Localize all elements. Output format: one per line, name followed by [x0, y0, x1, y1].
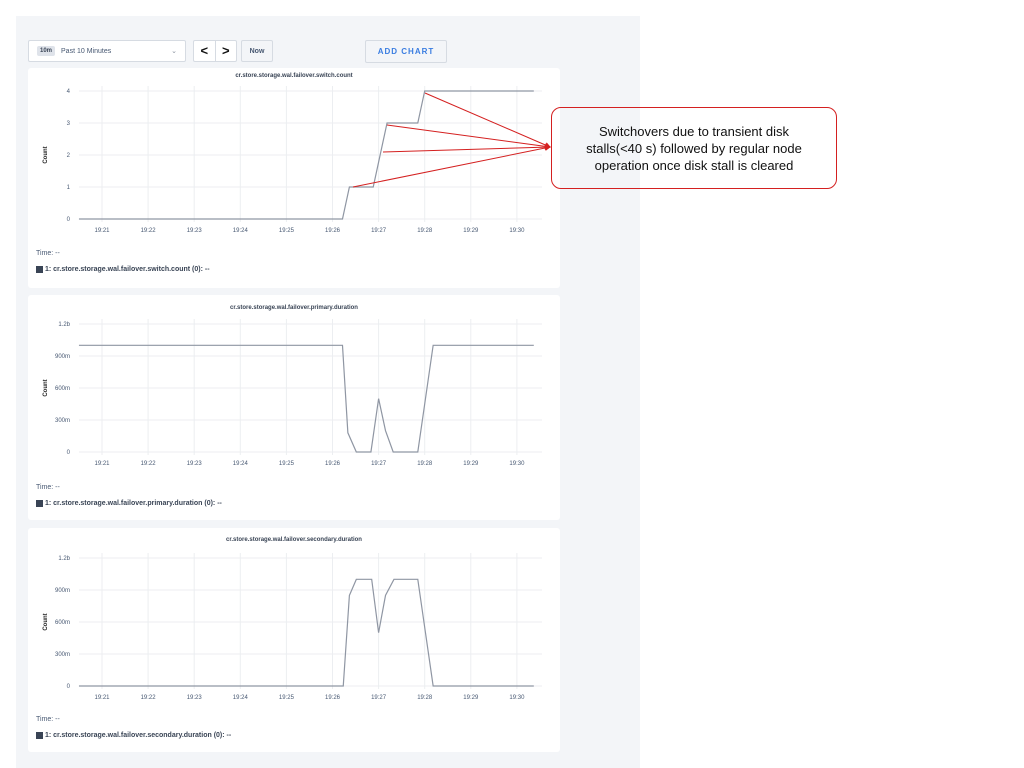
- legend-item[interactable]: 1: cr.store.storage.wal.failover.primary…: [36, 500, 222, 507]
- prev-button[interactable]: <: [200, 43, 209, 58]
- x-tick-label: 19:26: [325, 461, 341, 467]
- y-tick-label: 1: [67, 185, 71, 191]
- y-tick-label: 0: [67, 450, 71, 456]
- y-tick-label: 2: [67, 153, 71, 159]
- range-badge: 10m: [37, 46, 56, 56]
- chart-plot: 0 300m 600m 900m 1.2b 19:21 19:22 19:23 19:24 19:…: [43, 553, 542, 701]
- x-tick-label: 19:24: [233, 461, 249, 467]
- time-range-select[interactable]: 10m Past 10 Minutes ⌄: [28, 40, 186, 62]
- x-tick-label: 19:30: [509, 695, 525, 701]
- x-tick-label: 19:22: [141, 695, 157, 701]
- x-tick-label: 19:28: [417, 461, 433, 467]
- x-tick-label: 19:22: [141, 461, 157, 467]
- legend-label: 1: cr.store.storage.wal.failover.switch.…: [45, 266, 210, 273]
- x-tick-label: 19:30: [509, 228, 525, 234]
- time-label: Time: --: [36, 716, 60, 723]
- y-tick-label: 300m: [55, 418, 70, 424]
- x-tick-label: 19:23: [187, 695, 203, 701]
- chart-card-switch-count: cr.store.storage.wal.failover.switch.cou…: [28, 68, 560, 288]
- chart-title: cr.store.storage.wal.failover.secondary.…: [226, 537, 362, 543]
- x-tick-label: 19:23: [187, 228, 203, 234]
- x-tick-label: 19:28: [417, 228, 433, 234]
- x-tick-label: 19:22: [141, 228, 157, 234]
- x-tick-label: 19:28: [417, 695, 433, 701]
- chart-plot: 0 1 2 3 4 19:21 19:22 19:23 19:24 19:25 19:26 19:27…: [43, 86, 542, 234]
- x-tick-label: 19:25: [279, 228, 295, 234]
- chart-card-primary-duration: cr.store.storage.wal.failover.primary.du…: [28, 295, 560, 520]
- y-tick-label: 900m: [55, 354, 70, 360]
- series-line: [78, 344, 534, 453]
- time-label: Time: --: [36, 484, 60, 491]
- legend-item[interactable]: 1: cr.store.storage.wal.failover.seconda…: [36, 732, 231, 739]
- x-tick-label: 19:29: [463, 461, 479, 467]
- chart-plot: 0 300m 600m 900m 1.2b 19:21 19:22 19:23 19:24 19:…: [43, 319, 542, 467]
- x-tick-label: 19:29: [463, 228, 479, 234]
- legend-swatch: [36, 266, 43, 273]
- time-label: Time: --: [36, 250, 60, 257]
- legend-swatch: [36, 500, 43, 507]
- y-axis-label: Count: [43, 146, 49, 163]
- y-tick-label: 1.2b: [58, 556, 70, 562]
- x-tick-label: 19:21: [94, 461, 110, 467]
- y-tick-label: 1.2b: [58, 322, 70, 328]
- y-axis-label: Count: [43, 379, 49, 396]
- x-tick-label: 19:21: [94, 695, 110, 701]
- series-line: [78, 578, 534, 687]
- y-axis-label: Count: [43, 613, 49, 630]
- x-tick-label: 19:21: [94, 228, 110, 234]
- chart-card-secondary-duration: cr.store.storage.wal.failover.secondary.…: [28, 528, 560, 752]
- legend-label: 1: cr.store.storage.wal.failover.primary…: [45, 500, 222, 507]
- add-chart-button[interactable]: ADD CHART: [365, 40, 447, 63]
- x-tick-label: 19:27: [371, 461, 387, 467]
- x-tick-label: 19:27: [371, 228, 387, 234]
- chart-title: cr.store.storage.wal.failover.switch.cou…: [235, 73, 353, 79]
- x-tick-label: 19:26: [325, 695, 341, 701]
- next-button[interactable]: >: [214, 41, 237, 61]
- range-label: Past 10 Minutes: [61, 47, 112, 55]
- y-tick-label: 600m: [55, 620, 70, 626]
- now-button[interactable]: Now: [241, 40, 273, 62]
- x-tick-label: 19:30: [509, 461, 525, 467]
- y-tick-label: 0: [67, 684, 71, 690]
- x-tick-label: 19:27: [371, 695, 387, 701]
- annotation-callout: Switchovers due to transient disk stalls…: [551, 107, 837, 189]
- x-tick-label: 19:23: [187, 461, 203, 467]
- x-tick-label: 19:25: [279, 695, 295, 701]
- x-tick-label: 19:24: [233, 695, 249, 701]
- x-tick-label: 19:25: [279, 461, 295, 467]
- legend-label: 1: cr.store.storage.wal.failover.seconda…: [45, 732, 232, 739]
- x-tick-label: 19:24: [233, 228, 249, 234]
- y-tick-label: 0: [67, 217, 71, 223]
- legend-swatch: [36, 732, 43, 739]
- time-nav: < >: [193, 40, 237, 62]
- legend-item[interactable]: 1: cr.store.storage.wal.failover.switch.…: [36, 266, 210, 273]
- y-tick-label: 300m: [55, 652, 70, 658]
- chart-title: cr.store.storage.wal.failover.primary.du…: [230, 305, 358, 311]
- x-tick-label: 19:29: [463, 695, 479, 701]
- y-tick-label: 900m: [55, 588, 70, 594]
- chevron-down-icon: ⌄: [171, 48, 177, 55]
- y-tick-label: 3: [67, 121, 71, 127]
- y-tick-label: 4: [67, 89, 71, 95]
- x-tick-label: 19:26: [325, 228, 341, 234]
- y-tick-label: 600m: [55, 386, 70, 392]
